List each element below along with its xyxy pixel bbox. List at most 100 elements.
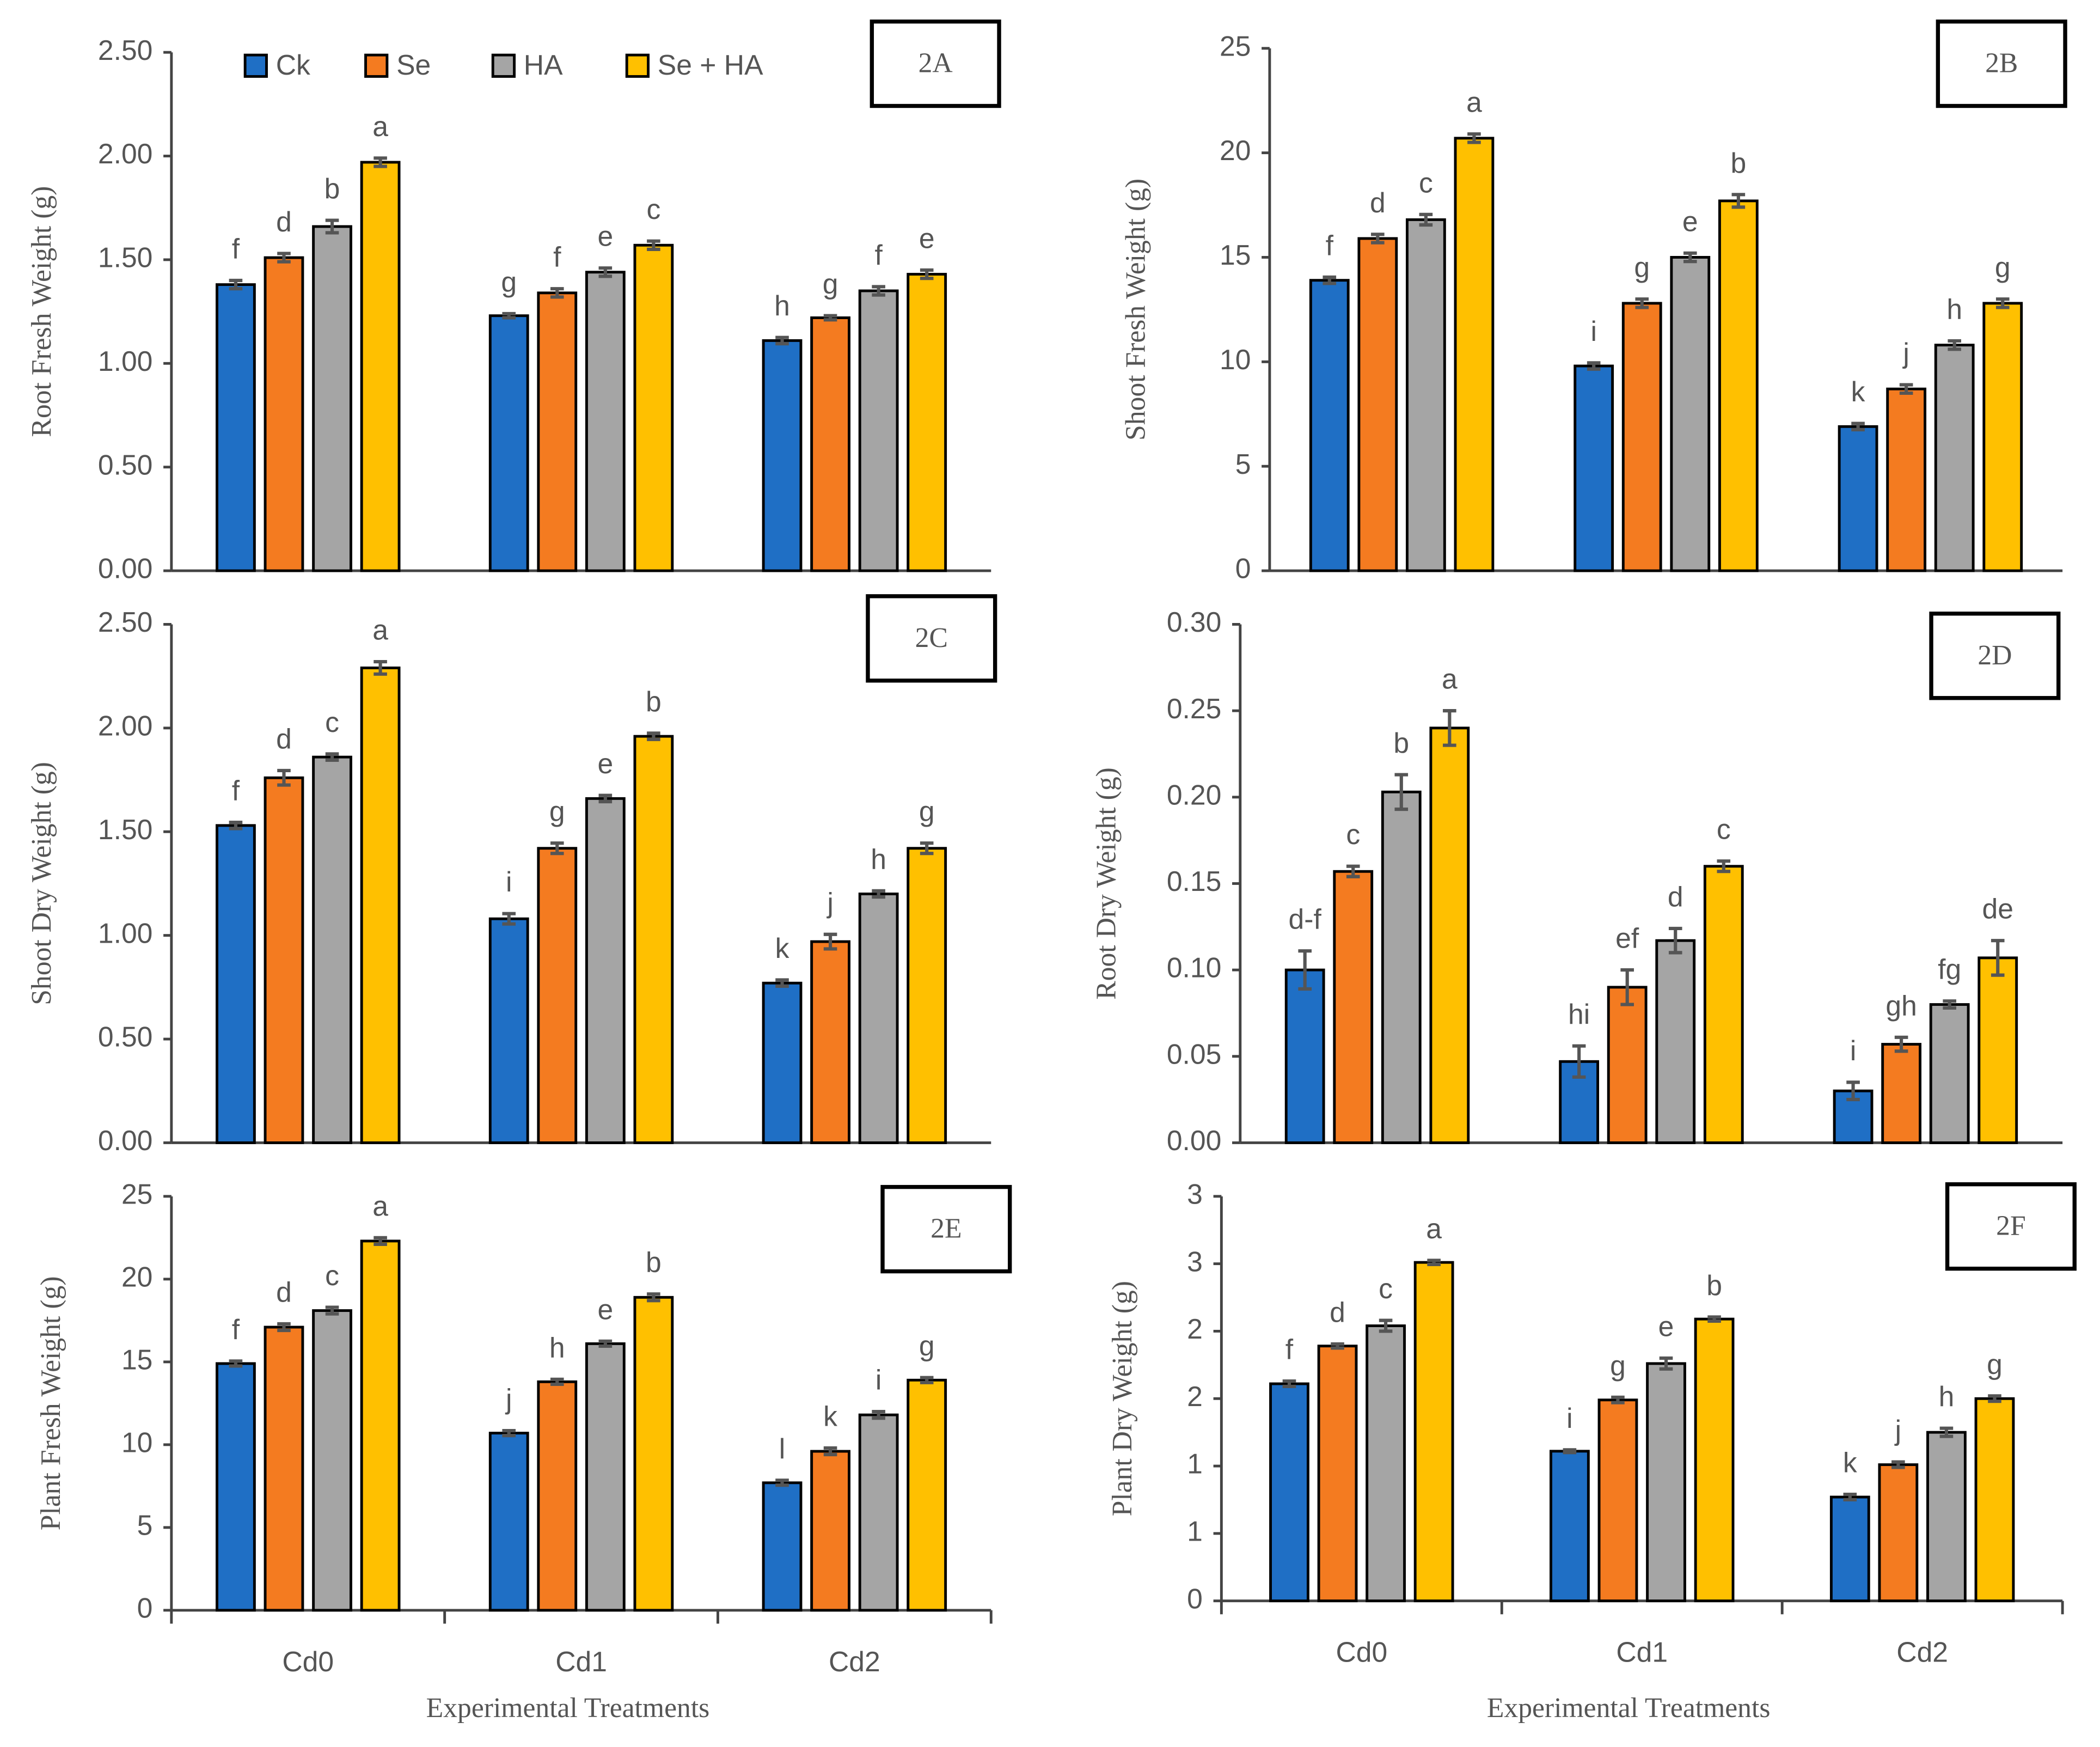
significance-letter: f [232, 775, 240, 807]
y-tick-label: 1.50 [98, 242, 153, 273]
error-bar [872, 1409, 885, 1420]
panel: 0 1 1 2 2 3 3 Cd0 Cd1 Cd2 f i k d g j c e h a b g 2F Plant Dry … [1107, 1178, 2077, 1724]
bar [1878, 1463, 1919, 1603]
bar [1718, 199, 1759, 572]
error-bar [598, 793, 613, 804]
legend-label: HA [524, 49, 563, 81]
y-tick-label: 3 [1187, 1178, 1203, 1210]
significance-letter: b [1706, 1269, 1722, 1301]
significance-letter: hi [1568, 998, 1590, 1030]
bar [1670, 256, 1711, 572]
significance-letter: e [597, 748, 613, 779]
error-bar [1991, 939, 2005, 977]
significance-letter: e [597, 221, 613, 252]
y-tick-label: 2.00 [98, 138, 153, 169]
error-bar [1282, 1379, 1296, 1389]
y-tick-label: 2 [1187, 1313, 1203, 1345]
error-bar [277, 1322, 291, 1333]
bar [907, 1378, 947, 1612]
error-bar [775, 335, 789, 346]
y-tick-label: 0 [1235, 553, 1251, 584]
y-axis-title: Plant Dry Weight (g) [1107, 1281, 1138, 1516]
y-tick-label: 5 [137, 1510, 153, 1541]
panel: 0 5 10 15 20 25 f i k d g j c e h a b g 2B Shoot Fresh Weig… [1121, 19, 2067, 584]
bar [1646, 1362, 1686, 1603]
bar [1381, 790, 1422, 1144]
error-bar [775, 978, 789, 988]
error-bar [502, 1428, 516, 1438]
significance-letter: j [505, 1383, 512, 1415]
significance-letter: d [276, 206, 292, 237]
y-axis-title: Root Dry Weight (g) [1091, 767, 1122, 1000]
significance-letter: g [1995, 252, 2011, 283]
significance-letter: a [1466, 87, 1482, 118]
title-box [866, 594, 997, 683]
y-tick-label: 2.50 [98, 34, 153, 66]
legend-swatch [364, 53, 389, 78]
bar [633, 243, 674, 572]
error-bar [1939, 1426, 1954, 1438]
y-tick-label: 0 [137, 1592, 153, 1624]
significance-letter: fg [1938, 954, 1961, 985]
y-tick-label: 0 [1187, 1583, 1203, 1614]
bar [537, 1380, 578, 1612]
title-box [1936, 19, 2067, 108]
significance-letter: b [325, 173, 340, 204]
error-bar [1891, 1460, 1905, 1469]
significance-letter: i [875, 1364, 881, 1396]
significance-letter: h [774, 290, 790, 321]
error-bar [920, 1376, 934, 1384]
y-tick-label: 25 [1220, 30, 1251, 62]
error-bar [1683, 251, 1697, 264]
bar [1269, 1382, 1309, 1603]
bar [762, 1481, 803, 1612]
significance-letter: j [826, 887, 833, 918]
significance-letter: k [775, 932, 789, 964]
significance-letter: h [1946, 293, 1962, 325]
y-tick-label: 0.00 [98, 553, 153, 584]
significance-letter: a [1442, 663, 1458, 695]
bar [488, 917, 529, 1144]
y-tick-label: 0.25 [1167, 693, 1222, 724]
error-bar [1846, 1080, 1860, 1102]
y-tick-label: 0.20 [1167, 779, 1222, 810]
bar [312, 225, 352, 572]
y-axis-title: Shoot Fresh Weight (g) [1121, 179, 1152, 441]
y-tick-label: 0.50 [98, 449, 153, 480]
bar [264, 776, 304, 1144]
bar [1309, 279, 1350, 572]
error-bar [1611, 1395, 1625, 1404]
x-axis-title: Experimental Treatments [426, 1693, 710, 1724]
bar [360, 161, 401, 572]
significance-letter: c [646, 193, 660, 225]
error-bar [1379, 1318, 1393, 1333]
error-bar [229, 821, 243, 830]
bar [762, 981, 803, 1144]
bar [585, 797, 626, 1144]
significance-letter: gh [1885, 989, 1917, 1021]
y-tick-label: 0.50 [98, 1021, 153, 1053]
error-bar [502, 311, 516, 320]
significance-letter: b [1393, 727, 1409, 759]
error-bar [1371, 233, 1385, 245]
significance-letter: f [232, 233, 240, 265]
chart-title: 2E [930, 1213, 962, 1244]
significance-letter: ef [1615, 923, 1639, 954]
error-bar [1563, 1448, 1577, 1455]
bar [537, 847, 578, 1144]
error-bar [647, 1292, 660, 1303]
bar [312, 1309, 352, 1612]
bar [858, 893, 899, 1144]
bar [1317, 1345, 1358, 1603]
bar [216, 1362, 256, 1612]
error-bar [872, 285, 885, 297]
significance-letter: b [1730, 147, 1746, 179]
bar [488, 1432, 529, 1612]
error-bar [1943, 999, 1956, 1010]
bar [1934, 344, 1975, 572]
chart-title: 2C [915, 622, 948, 653]
error-bar [1587, 361, 1601, 371]
y-tick-label: 1.00 [98, 345, 153, 377]
bar [1284, 968, 1325, 1144]
y-axis-title: Shoot Dry Weight (g) [26, 762, 57, 1005]
